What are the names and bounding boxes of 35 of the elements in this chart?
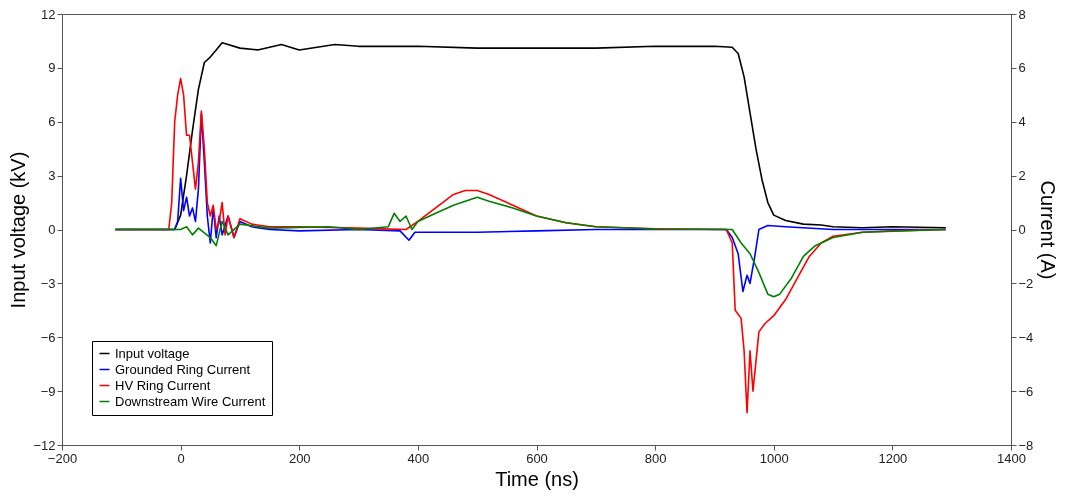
y-tick-label: 0 [48, 222, 56, 237]
y2-tick-label: 4 [1018, 114, 1026, 130]
legend-label: HV Ring Current [115, 377, 211, 393]
legend-label: Input voltage [115, 345, 190, 361]
y-axis-title: Input voltage (kV) [7, 151, 30, 309]
line-series [114, 196, 947, 298]
legend-label: Downstream Wire Current [115, 393, 266, 409]
y2-tick-label: −4 [1018, 329, 1034, 345]
x-tick-label: 400 [407, 450, 430, 466]
y2-tick-label: 8 [1018, 6, 1026, 22]
y2-tick-label: 2 [1018, 168, 1026, 184]
x-tick-label: 1200 [878, 450, 908, 466]
y-tick-label: 3 [48, 168, 56, 184]
x-tick-label: 600 [526, 450, 548, 466]
y-tick-label: −9 [40, 383, 56, 399]
y2-tick-label: −8 [1018, 437, 1034, 453]
y-tick-label: −3 [40, 275, 56, 291]
y2-tick-label: −2 [1018, 275, 1034, 291]
y2-tick-label: −6 [1018, 383, 1034, 399]
x-tick-label: −200 [47, 450, 78, 466]
y-tick-label: 12 [41, 6, 56, 22]
y-tick-label: −6 [40, 329, 56, 345]
y2-axis-title: Current (A) [1037, 180, 1060, 280]
legend-label: Grounded Ring Current [115, 361, 251, 377]
y2-tick-label: 6 [1018, 60, 1026, 76]
x-tick-label: 0 [177, 450, 185, 466]
y-tick-label: 9 [48, 60, 56, 76]
y-tick-label: 6 [48, 114, 56, 130]
y-tick-label: −12 [33, 437, 56, 453]
x-tick-label: 1400 [997, 450, 1026, 466]
x-tick-label: 1000 [759, 450, 789, 466]
x-axis-title: Time (ns) [495, 467, 579, 490]
y2-tick-label: 0 [1018, 222, 1026, 237]
x-tick-label: 800 [644, 450, 667, 466]
x-tick-label: 200 [288, 450, 311, 466]
